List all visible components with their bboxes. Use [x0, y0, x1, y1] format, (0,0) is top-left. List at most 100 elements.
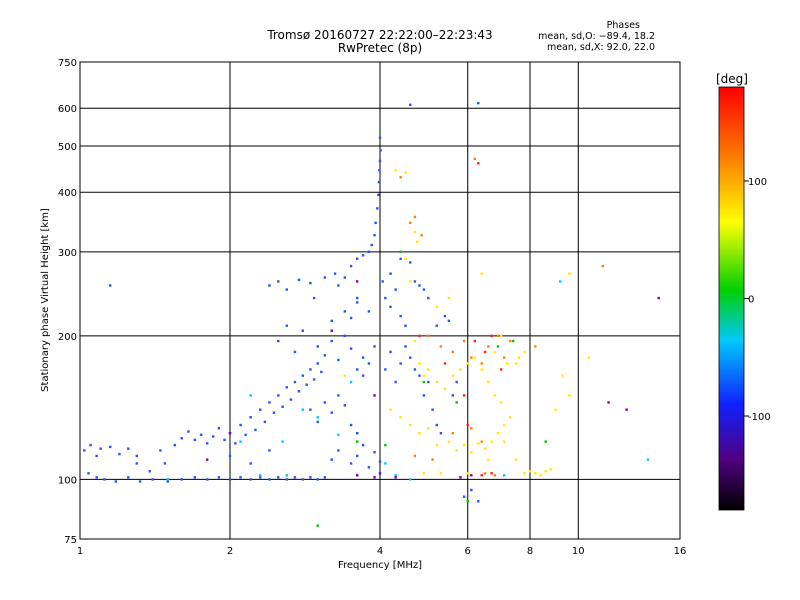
data-point	[343, 374, 347, 377]
data-point	[413, 215, 417, 219]
data-point	[473, 356, 477, 359]
data-point	[496, 334, 500, 338]
x-tick-label: 10	[572, 546, 585, 557]
data-point	[277, 394, 280, 397]
data-point	[281, 440, 284, 443]
data-point	[657, 296, 660, 300]
data-point	[205, 478, 209, 481]
data-point	[223, 438, 226, 442]
data-point	[523, 350, 526, 354]
data-point	[193, 476, 197, 479]
data-point	[355, 440, 359, 443]
data-point	[355, 474, 359, 477]
data-point	[309, 281, 312, 285]
data-point	[239, 440, 242, 443]
data-point	[409, 423, 412, 427]
data-point	[462, 443, 466, 447]
data-point	[349, 264, 353, 268]
data-point	[473, 157, 477, 161]
data-point	[539, 474, 542, 477]
plot-frame	[79, 61, 681, 540]
data-point	[272, 411, 276, 414]
data-point	[259, 474, 262, 477]
data-point	[166, 478, 169, 481]
data-point	[277, 476, 280, 479]
data-point	[301, 329, 305, 332]
data-point	[466, 362, 469, 365]
data-point	[389, 272, 392, 275]
data-point	[309, 408, 312, 411]
data-point	[427, 368, 430, 371]
data-point	[427, 296, 430, 300]
data-point	[459, 476, 462, 479]
data-point	[413, 368, 417, 371]
data-point	[312, 296, 316, 300]
data-point	[462, 339, 466, 343]
x-tick-label: 2	[227, 546, 233, 557]
data-point	[249, 478, 252, 481]
data-point	[427, 427, 430, 430]
data-point	[447, 296, 451, 300]
data-point	[355, 431, 359, 435]
data-point	[330, 319, 333, 323]
data-point	[568, 272, 571, 275]
data-point	[420, 234, 423, 237]
data-point	[508, 339, 512, 343]
data-point	[193, 438, 197, 442]
colorbar-tick-label: -100	[748, 412, 771, 423]
data-point	[422, 472, 426, 475]
data-point	[625, 408, 628, 411]
data-point	[127, 447, 130, 450]
data-point	[180, 478, 183, 481]
data-point	[373, 394, 376, 397]
data-point	[514, 458, 518, 461]
data-point	[443, 387, 447, 390]
chart-title: Tromsø 20160727 22:22:00–22:23:43	[267, 28, 493, 42]
data-point	[249, 462, 252, 465]
data-point	[499, 401, 503, 404]
data-point	[127, 476, 130, 479]
data-point	[211, 435, 215, 438]
data-point	[316, 524, 319, 527]
phases-heading: Phases	[606, 20, 640, 31]
data-point	[418, 431, 421, 435]
data-point	[399, 176, 402, 179]
data-point	[228, 478, 232, 481]
data-point	[399, 250, 402, 254]
data-point	[159, 449, 162, 452]
data-point	[228, 431, 232, 435]
y-tick-label: 300	[58, 248, 77, 259]
data-point	[422, 380, 426, 384]
data-point	[234, 442, 237, 445]
data-point	[373, 234, 376, 237]
y-tick-label: 500	[58, 142, 77, 153]
data-point	[451, 350, 455, 354]
data-point	[330, 339, 333, 343]
data-point	[399, 416, 402, 419]
data-point	[312, 378, 316, 381]
data-point	[293, 380, 297, 384]
data-point	[418, 362, 421, 365]
data-point	[502, 474, 506, 477]
data-point	[502, 356, 506, 359]
data-point	[384, 443, 387, 447]
colorbar-tick-label: 0	[748, 295, 754, 306]
data-point	[118, 452, 121, 456]
data-point	[415, 240, 419, 243]
data-point	[466, 500, 469, 503]
data-point	[114, 480, 118, 483]
data-point	[217, 427, 221, 430]
data-point	[343, 276, 347, 279]
data-point	[384, 462, 387, 465]
data-point	[413, 230, 417, 234]
data-point	[418, 334, 421, 338]
data-point	[109, 445, 112, 449]
data-point	[379, 148, 382, 152]
data-point	[493, 474, 497, 477]
data-point	[301, 478, 305, 481]
data-point	[337, 433, 340, 437]
data-point	[378, 168, 381, 172]
data-point	[205, 458, 209, 461]
data-point	[135, 462, 138, 465]
